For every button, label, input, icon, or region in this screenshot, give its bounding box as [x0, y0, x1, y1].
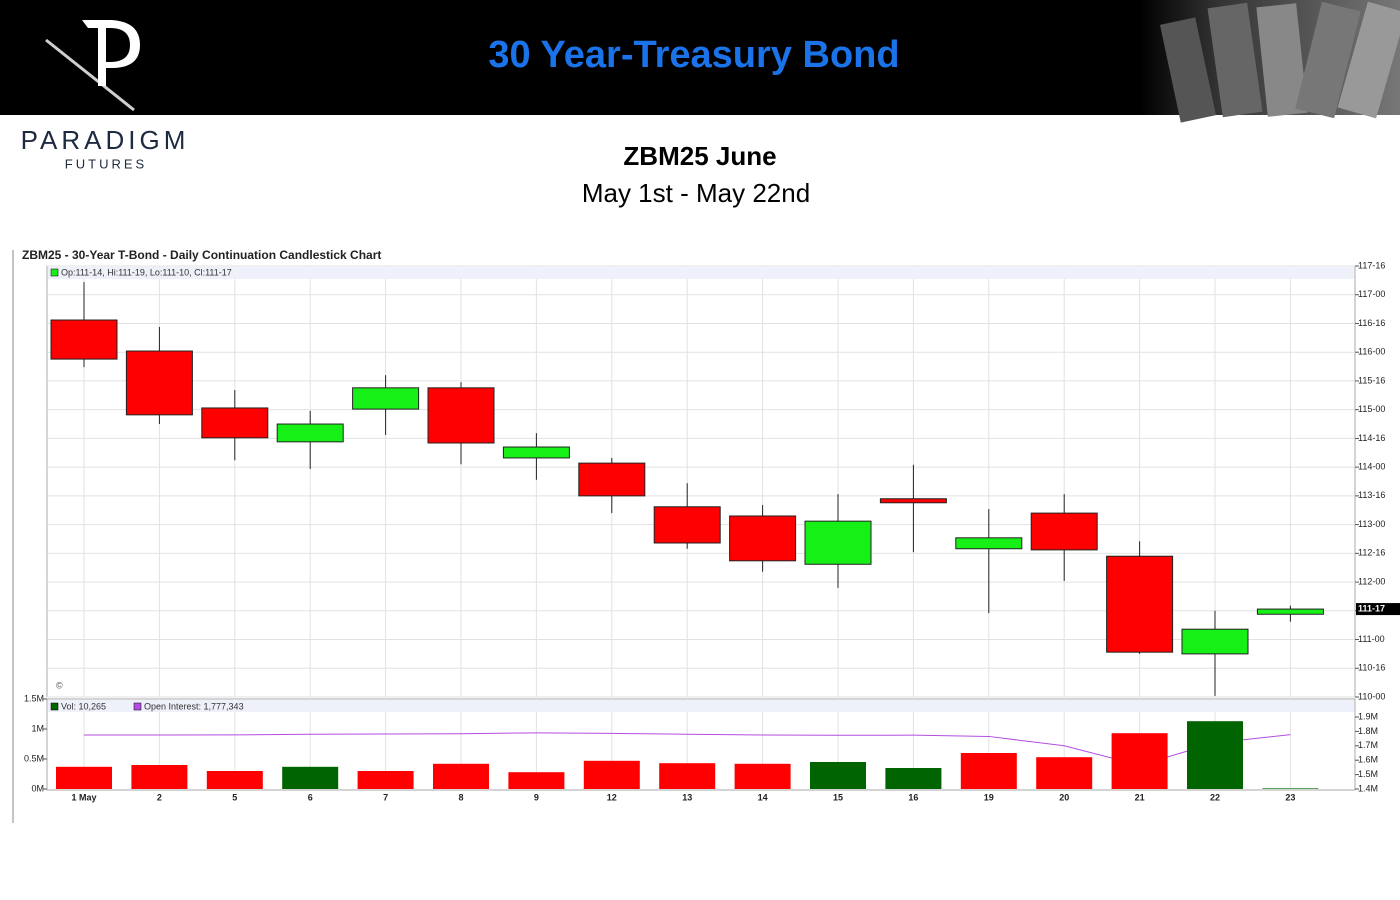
- legend-band: [48, 267, 1354, 279]
- x-tick-label: 16: [908, 792, 918, 802]
- x-tick-label: 13: [682, 792, 692, 802]
- x-tick-label: 7: [383, 792, 388, 802]
- volume-bar: [1111, 733, 1168, 789]
- volume-bar: [131, 765, 188, 789]
- volume-bar: [56, 766, 112, 789]
- y-tick-label: 0.5M: [24, 753, 44, 763]
- legend-swatch: [50, 702, 59, 711]
- brand-sub: FUTURES: [65, 156, 147, 171]
- candle-body: [502, 446, 570, 459]
- y-tick-label: 117-16: [1358, 260, 1385, 270]
- y2-tick-label: 1.6M: [1358, 755, 1378, 765]
- candle-body: [804, 520, 872, 565]
- slide-title: ZBM25 June: [623, 141, 776, 171]
- y-tick-label: 1.5M: [24, 693, 44, 703]
- y-tick-label: 110-00: [1358, 691, 1385, 701]
- legend-text: Vol: 10,265: [61, 701, 106, 711]
- y2-tick-label: 1.5M: [1358, 769, 1378, 779]
- y2-tick-label: 1.9M: [1358, 711, 1378, 721]
- y2-tick-label: 1.4M: [1358, 783, 1378, 793]
- candle-body: [50, 319, 118, 360]
- x-tick-label: 1 May: [71, 792, 96, 802]
- volume-bar: [206, 771, 263, 789]
- y-tick-label: 115-16: [1358, 375, 1385, 385]
- candle-body: [125, 350, 193, 416]
- y-tick-label: 0M: [31, 783, 44, 793]
- volume-bar: [885, 768, 942, 789]
- x-tick-label: 2: [157, 792, 162, 802]
- x-tick-label: 14: [758, 792, 768, 802]
- volume-bar: [810, 762, 866, 789]
- legend-text: Op:111-14, Hi:111-19, Lo:111-10, Cl:111-…: [61, 267, 232, 277]
- x-tick-label: 15: [833, 792, 843, 802]
- volume-legend-band: [48, 700, 1354, 712]
- volume-bar: [583, 760, 640, 789]
- header-title: 30 Year-Treasury Bond: [488, 34, 899, 76]
- candle-body: [352, 387, 420, 410]
- candle-body: [1256, 608, 1324, 615]
- y-tick-label: 110-16: [1358, 663, 1385, 673]
- legend-swatch: [50, 268, 59, 277]
- last-price-box: [1356, 603, 1400, 616]
- candle-body: [1181, 628, 1249, 655]
- candle-body: [201, 407, 269, 439]
- brand: PARADIGM: [21, 125, 190, 155]
- x-tick-label: 5: [232, 792, 237, 802]
- volume-bar: [734, 763, 791, 789]
- open-interest-line: [84, 732, 1291, 766]
- x-tick-label: 21: [1135, 792, 1145, 802]
- x-tick-label: 23: [1285, 792, 1295, 802]
- y-tick-label: 114-16: [1358, 433, 1385, 443]
- slide-subtitle: May 1st - May 22nd: [582, 178, 810, 208]
- x-tick-label: 8: [458, 792, 463, 802]
- chart-title: ZBM25 - 30-Year T-Bond - Daily Continuat…: [22, 248, 381, 262]
- logo: [45, 20, 140, 112]
- legend-text: Open Interest: 1,777,343: [144, 701, 244, 711]
- volume-bar: [508, 772, 565, 789]
- volume-bar: [433, 763, 489, 789]
- y-tick-label: 117-00: [1358, 289, 1385, 299]
- x-tick-label: 12: [607, 792, 617, 802]
- y-tick-label: 113-00: [1358, 519, 1385, 529]
- y-tick-label: 113-16: [1358, 490, 1385, 500]
- y-tick-label: 116-00: [1358, 347, 1385, 357]
- y2-tick-label: 1.7M: [1358, 740, 1378, 750]
- candle-body: [276, 423, 344, 443]
- y-tick-label: 111-00: [1358, 634, 1385, 644]
- y-tick-label: 115-00: [1358, 404, 1385, 414]
- marks: [50, 282, 1324, 789]
- y2-tick-label: 1.8M: [1358, 726, 1378, 736]
- x-tick-label: 9: [534, 792, 539, 802]
- volume-bar: [659, 763, 716, 789]
- x-tick-label: 6: [308, 792, 313, 802]
- candle-body: [729, 515, 797, 562]
- volume-bar: [1262, 788, 1319, 789]
- candle-body: [879, 498, 947, 504]
- candle-body: [1030, 512, 1098, 551]
- y-tick-label: 114-00: [1358, 462, 1385, 472]
- last-price-label: 111-17: [1358, 603, 1385, 613]
- candle-body: [653, 506, 721, 544]
- volume-bar: [1187, 721, 1243, 789]
- y-tick-label: 1M: [31, 723, 44, 733]
- x-tick-label: 19: [984, 792, 994, 802]
- watermark: ©: [56, 680, 63, 690]
- candle-body: [1106, 555, 1174, 653]
- volume-bar: [357, 771, 414, 789]
- x-tick-label: 20: [1059, 792, 1069, 802]
- volume-bar: [1036, 757, 1093, 789]
- y-tick-label: 116-16: [1358, 318, 1385, 328]
- candle-body: [955, 537, 1023, 550]
- bond-image: [1140, 0, 1400, 123]
- x-tick-label: 22: [1210, 792, 1220, 802]
- volume-bar: [960, 753, 1017, 789]
- legend-swatch: [133, 702, 142, 711]
- volume-bar: [282, 766, 339, 789]
- y-tick-label: 112-16: [1358, 548, 1385, 558]
- y-tick-label: 112-00: [1358, 576, 1385, 586]
- candle-body: [578, 462, 646, 497]
- candle-body: [427, 387, 495, 444]
